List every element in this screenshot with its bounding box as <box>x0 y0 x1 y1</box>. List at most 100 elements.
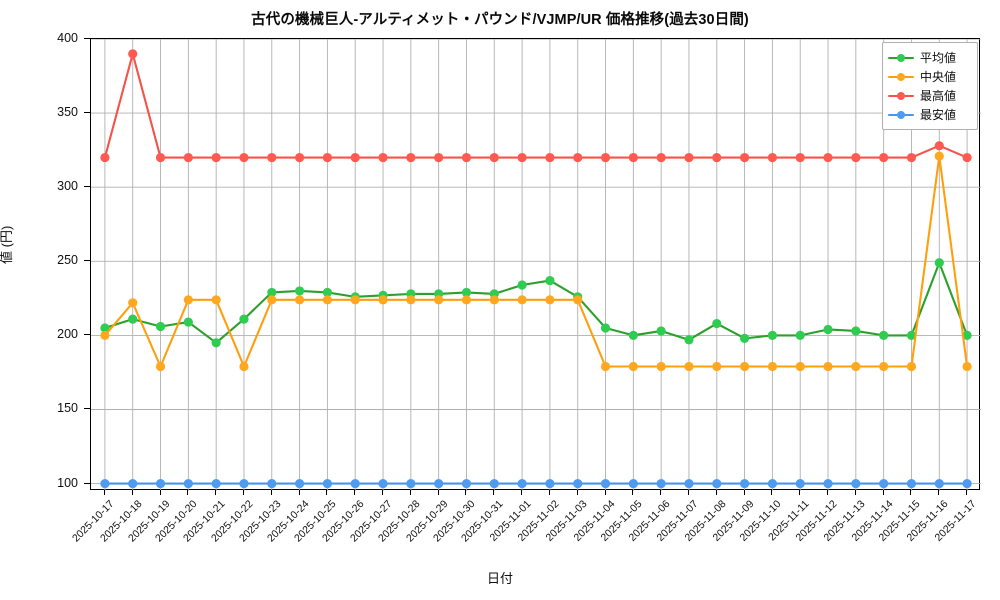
data-point <box>100 478 110 489</box>
data-point <box>795 330 805 340</box>
data-point <box>684 361 694 372</box>
series-line <box>103 155 969 368</box>
x-tick-mark <box>215 490 217 495</box>
data-point <box>823 324 833 335</box>
data-point <box>906 478 917 489</box>
data-point <box>628 330 638 340</box>
data-point <box>461 478 472 489</box>
data-point <box>851 361 861 372</box>
x-tick-mark <box>687 490 689 495</box>
data-point <box>461 152 472 163</box>
data-point <box>461 295 472 305</box>
x-tick-mark <box>632 490 634 495</box>
y-tick-mark <box>84 186 90 188</box>
data-point <box>628 152 638 163</box>
data-point <box>767 152 778 163</box>
data-point <box>962 152 972 163</box>
x-tick-mark <box>521 490 523 495</box>
data-point <box>267 287 277 298</box>
data-point <box>712 478 722 489</box>
legend-swatch-icon <box>888 52 914 64</box>
data-point <box>517 478 527 489</box>
data-point <box>906 361 917 372</box>
x-tick-mark <box>604 490 606 495</box>
data-point <box>767 361 778 372</box>
data-point <box>573 478 583 489</box>
data-point <box>934 478 944 489</box>
data-point <box>128 49 138 59</box>
data-point <box>767 478 778 489</box>
data-point <box>656 326 666 336</box>
x-tick-mark <box>548 490 550 495</box>
x-axis-ticks: 2025-10-17 2025-10-18 2025-10-19 2025-10-20… <box>0 490 1000 600</box>
data-point <box>545 295 555 305</box>
data-point <box>100 152 110 163</box>
data-point <box>573 152 583 163</box>
data-point <box>545 152 555 163</box>
data-point <box>517 295 527 305</box>
data-point <box>656 361 666 372</box>
data-point <box>155 152 166 163</box>
data-point <box>183 295 193 305</box>
y-tick-mark <box>84 408 90 410</box>
x-tick-mark <box>715 490 717 495</box>
data-point <box>489 295 499 305</box>
x-tick-mark <box>743 490 745 495</box>
data-point <box>879 330 889 340</box>
legend-swatch-icon <box>888 109 914 121</box>
y-tick-mark <box>84 482 90 484</box>
legend-item-1[interactable]: 平均値 <box>888 48 971 67</box>
data-point <box>739 478 750 489</box>
data-point <box>962 361 972 372</box>
x-tick-mark <box>298 490 300 495</box>
data-point <box>183 317 193 327</box>
data-point <box>350 478 360 489</box>
data-series-layer <box>100 49 972 489</box>
x-tick-mark <box>131 490 133 495</box>
data-point <box>183 152 193 163</box>
data-point <box>406 478 416 489</box>
data-point <box>934 151 944 161</box>
legend-item-4[interactable]: 最安値 <box>888 105 971 124</box>
data-point <box>322 295 333 305</box>
data-point <box>350 152 360 163</box>
data-point <box>879 361 889 372</box>
data-point <box>211 295 221 305</box>
x-tick-mark <box>326 490 328 495</box>
data-point <box>823 478 833 489</box>
x-tick-mark <box>187 490 189 495</box>
data-point <box>767 330 778 340</box>
data-point <box>517 280 527 290</box>
data-point <box>239 478 249 489</box>
data-point <box>155 361 166 372</box>
data-point <box>239 314 249 324</box>
legend-item-3[interactable]: 最高値 <box>888 86 971 105</box>
data-point <box>823 361 833 372</box>
data-point <box>128 298 138 308</box>
data-point <box>795 361 805 372</box>
data-point <box>239 152 249 163</box>
data-point <box>517 152 527 163</box>
data-point <box>267 152 277 163</box>
y-tick-label: 350 <box>57 105 78 120</box>
y-tick-mark <box>84 334 90 336</box>
data-point <box>934 258 944 268</box>
data-point <box>267 295 277 305</box>
y-tick-label: 200 <box>57 327 78 342</box>
legend-swatch-icon <box>888 71 914 83</box>
legend-item-2[interactable]: 中央値 <box>888 67 971 86</box>
data-point <box>378 478 388 489</box>
x-tick-mark <box>242 490 244 495</box>
data-point <box>545 275 555 286</box>
data-point <box>573 295 583 305</box>
data-point <box>934 141 944 151</box>
data-point <box>851 478 861 489</box>
data-point <box>434 295 444 305</box>
data-point <box>712 318 722 329</box>
data-point <box>294 478 305 489</box>
data-point <box>489 478 499 489</box>
data-point <box>406 295 416 305</box>
legend-label: 最安値 <box>920 108 957 122</box>
y-tick-label: 150 <box>57 401 78 416</box>
